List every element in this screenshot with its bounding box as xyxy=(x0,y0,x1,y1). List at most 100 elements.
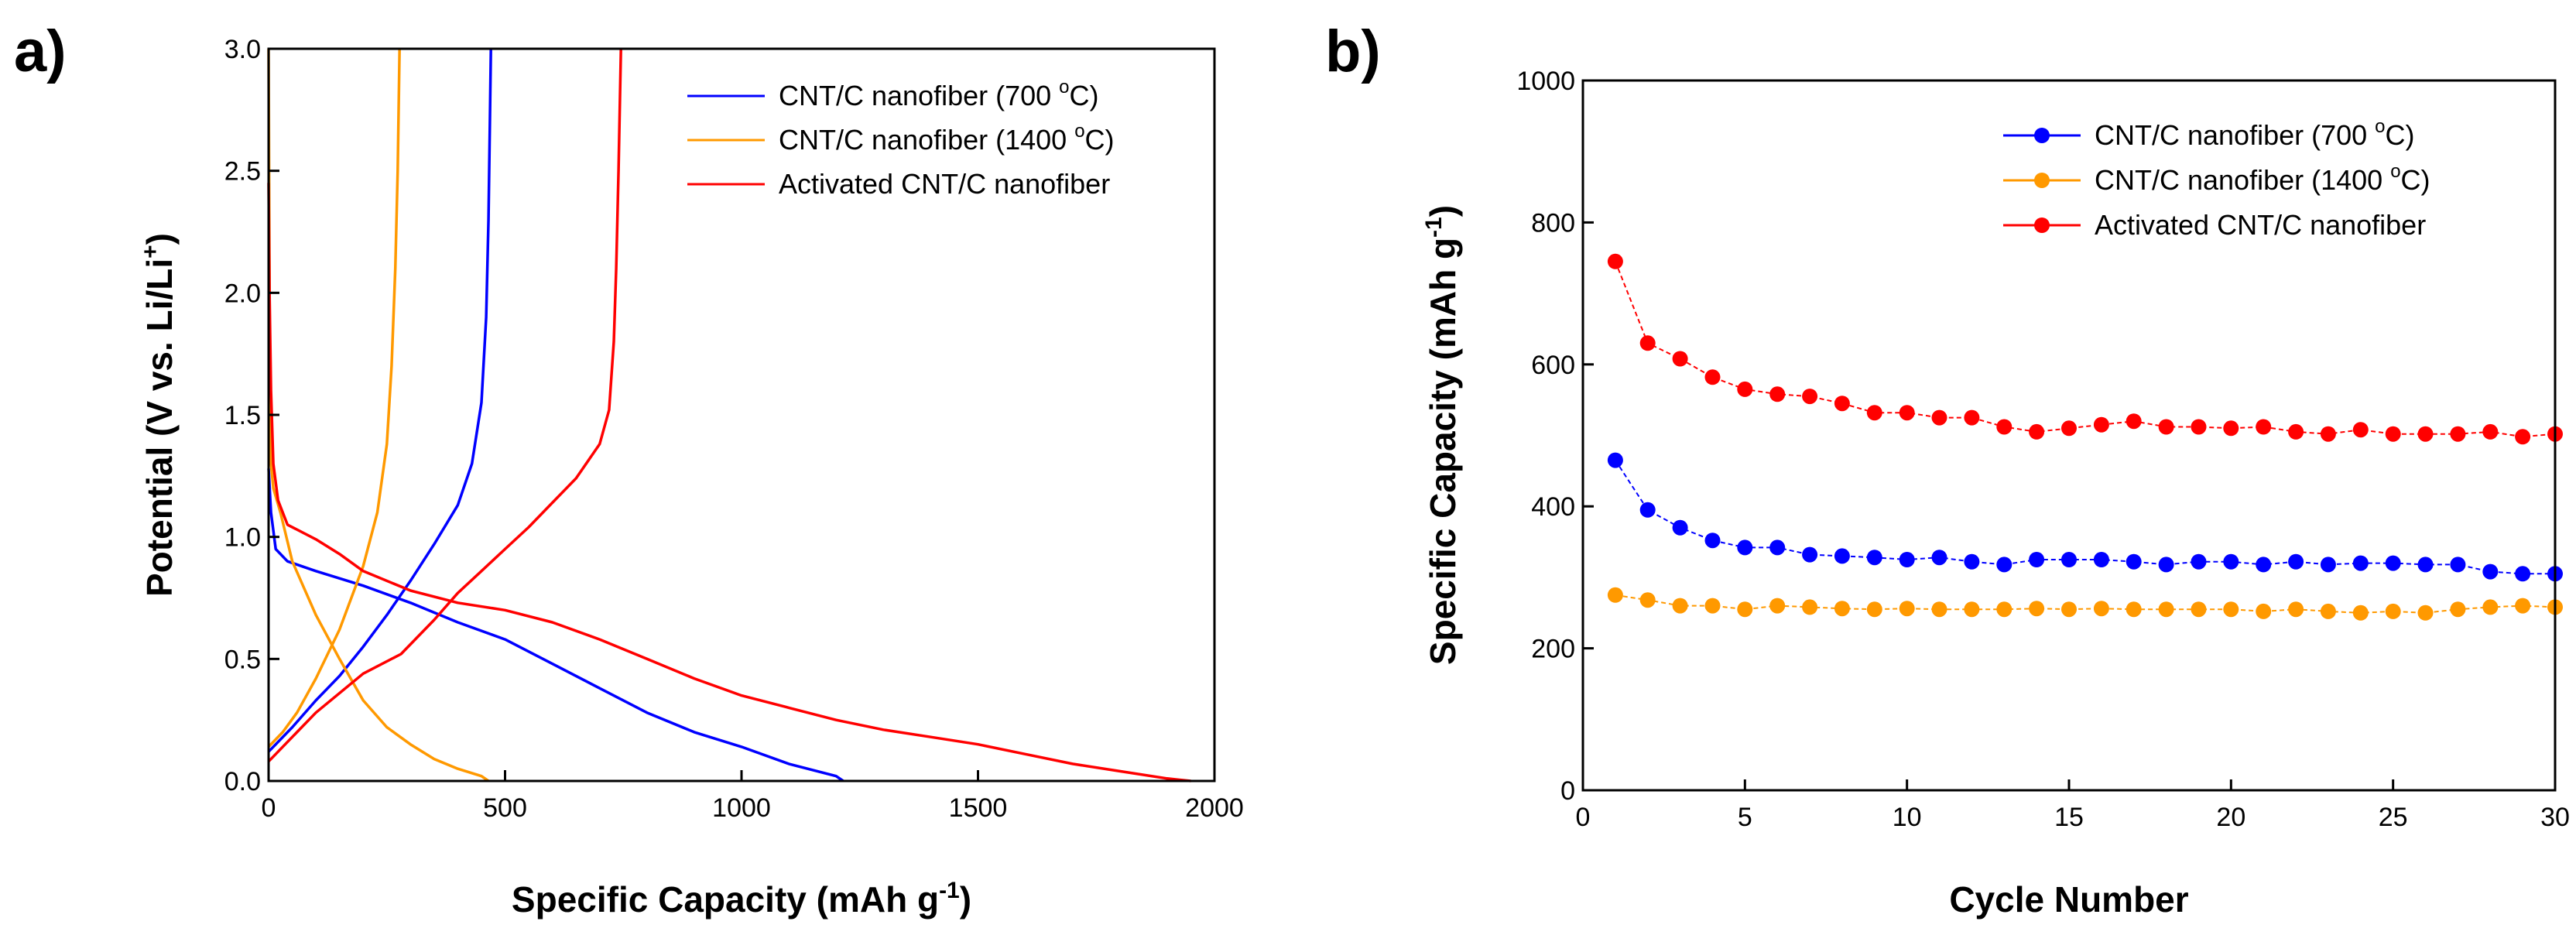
panel-a-y-tick-label: 2.0 xyxy=(224,279,261,308)
panel-b-data-point xyxy=(2385,603,2401,619)
panel-b-x-axis-label: Cycle Number xyxy=(1949,879,2188,920)
panel-a-y-axis-label: Potential (V vs. Li/Li+) xyxy=(138,233,180,597)
panel-b-data-point xyxy=(2385,426,2401,442)
panel-b-data-point xyxy=(2352,422,2369,438)
panel-a-legend-label: CNT/C nanofiber (1400 oC) xyxy=(779,121,1115,156)
panel-b-data-point xyxy=(2093,552,2109,567)
panel-b-legend-marker xyxy=(2034,217,2050,233)
panel-b-data-point xyxy=(1802,599,1818,615)
panel-b-data-point xyxy=(2158,419,2174,435)
panel-b-x-tick-label: 0 xyxy=(1576,803,1591,832)
panel-b-legend-item-cnt-c-nanofiber-1400-c: CNT/C nanofiber (1400 oC) xyxy=(2003,161,2430,196)
panel-b-data-point xyxy=(1639,592,1656,608)
panel-b-legend-label: CNT/C nanofiber (700 oC) xyxy=(2095,116,2415,151)
panel-a-charge-curve-cnt-c-nanofiber-700-c xyxy=(267,48,492,753)
panel-b-data-point xyxy=(1931,550,1947,566)
panel-b-y-axis-label: Specific Capacity (mAh g-1) xyxy=(1421,205,1463,665)
panel-b-data-point xyxy=(1834,548,1850,564)
panel-b-series xyxy=(1607,253,2563,621)
panel-a-y-tick-label: 1.5 xyxy=(224,401,261,430)
panel-b-legend-marker xyxy=(2034,128,2050,143)
panel-b-data-point xyxy=(1704,598,1721,614)
panel-b-data-point xyxy=(2288,423,2304,440)
panel-b-data-point xyxy=(1866,601,1882,618)
panel-b-x-tick-label: 20 xyxy=(2216,803,2245,832)
panel-a-axis-ticks: 0 500 1000 1500 2000 0.0 0.5 1.0 1.5 2.0 2.5 3.0 xyxy=(224,35,1244,823)
panel-b-y-tick-label: 600 xyxy=(1531,351,1575,380)
panel-b-data-point xyxy=(1672,519,1688,536)
panel-b-legend-marker xyxy=(2034,173,2050,188)
panel-b-data-point xyxy=(2320,603,2336,619)
panel-b-series-cnt-c-nanofiber-700-c xyxy=(1607,452,2563,582)
panel-b-y-tick-label: 800 xyxy=(1531,208,1575,238)
panel-a-x-axis-label: Specific Capacity (mAh g-1) xyxy=(512,878,971,920)
panel-a-discharge-curve-cnt-c-nanofiber-1400-c xyxy=(267,48,490,783)
panel-a-x-tick-label: 1000 xyxy=(712,793,771,823)
panel-a-x-tick-label: 1500 xyxy=(949,793,1008,823)
panel-b-data-point xyxy=(1964,601,1980,618)
panel-b-data-point xyxy=(1834,601,1850,617)
panel-a-discharge-curve-activated-cnt-c-nanofiber xyxy=(267,183,1191,783)
panel-b-data-point xyxy=(2093,416,2109,433)
panel-b-data-point xyxy=(1899,601,1915,617)
panel-b-data-point xyxy=(2061,552,2077,567)
panel-b-x-tick-label: 25 xyxy=(2379,803,2408,832)
panel-b-data-point xyxy=(2256,603,2272,619)
panel-b-data-point xyxy=(2515,598,2531,614)
panel-b-data-point xyxy=(2515,566,2531,582)
panel-b-data-point xyxy=(1639,335,1656,351)
panel-b-data-point xyxy=(1672,598,1688,614)
panel-b-data-point xyxy=(1737,601,1753,618)
panel-b-label: b) xyxy=(1325,19,1381,84)
panel-b-data-point xyxy=(2093,601,2109,617)
panel-b-legend-item-cnt-c-nanofiber-700-c: CNT/C nanofiber (700 oC) xyxy=(2003,116,2415,151)
panel-b-data-point xyxy=(2450,426,2466,442)
panel-b-series-line xyxy=(1615,594,2556,614)
panel-a-legend: CNT/C nanofiber (700 oC) CNT/C nanofiber … xyxy=(687,77,1115,200)
panel-b-data-point xyxy=(1607,587,1623,603)
panel-b-data-point xyxy=(1899,405,1915,421)
panel-b-data-point xyxy=(1769,598,1786,614)
panel-a-legend-label: CNT/C nanofiber (700 oC) xyxy=(779,77,1099,111)
panel-b-data-point xyxy=(1704,533,1721,549)
panel-b-data-point xyxy=(2029,423,2045,440)
panel-a-legend-label: Activated CNT/C nanofiber xyxy=(779,168,1110,200)
panel-b-data-point xyxy=(2061,420,2077,437)
panel-b-data-point xyxy=(2288,553,2304,570)
panel-b-data-point xyxy=(2417,557,2434,573)
panel-a-y-tick-label: 0.0 xyxy=(224,767,261,796)
panel-a-discharge-curve-cnt-c-nanofiber-700-c xyxy=(267,468,844,783)
panel-b-data-point xyxy=(2450,557,2466,573)
panel-b-data-point xyxy=(2191,553,2207,570)
panel-a-x-tick-label: 2000 xyxy=(1185,793,1244,823)
panel-b-data-point xyxy=(1931,409,1947,426)
panel-b-series-line xyxy=(1615,460,2555,575)
panel-b-data-point xyxy=(1802,389,1818,405)
panel-b-x-tick-label: 5 xyxy=(1738,803,1752,832)
panel-b-data-point xyxy=(2288,601,2304,618)
panel-a-y-tick-label: 3.0 xyxy=(224,35,261,64)
panel-a-charge-curve-cnt-c-nanofiber-1400-c xyxy=(267,48,401,748)
panel-a-label: a) xyxy=(14,19,67,84)
panel-b-data-point xyxy=(1672,351,1688,367)
panel-b-data-point xyxy=(2482,563,2499,580)
panel-b-data-point xyxy=(2158,557,2174,573)
panel-b-y-tick-label: 0 xyxy=(1560,776,1575,806)
panel-b-data-point xyxy=(2515,429,2531,445)
panel-b-data-point xyxy=(2352,604,2369,621)
panel-b-axis-ticks: 0 5 10 15 20 25 30 0 200 400 600 800 1000 xyxy=(1516,67,2570,832)
panel-b-data-point xyxy=(1639,502,1656,518)
panel-b-series-line xyxy=(1614,261,2556,438)
panel-b-data-point xyxy=(1996,419,2012,435)
panel-b-data-point xyxy=(1996,601,2012,618)
panel-a-series xyxy=(267,48,1191,783)
panel-b-x-tick-label: 30 xyxy=(2540,803,2570,832)
panel-b-y-tick-label: 200 xyxy=(1531,635,1575,664)
panel-b-data-point xyxy=(1704,369,1721,385)
panel-b-data-point xyxy=(2256,557,2272,573)
panel-b-data-point xyxy=(2191,419,2207,435)
panel-a-charge-curve-activated-cnt-c-nanofiber xyxy=(267,48,622,763)
panel-b-data-point xyxy=(1802,546,1818,563)
panel-b-x-tick-label: 10 xyxy=(1893,803,1922,832)
